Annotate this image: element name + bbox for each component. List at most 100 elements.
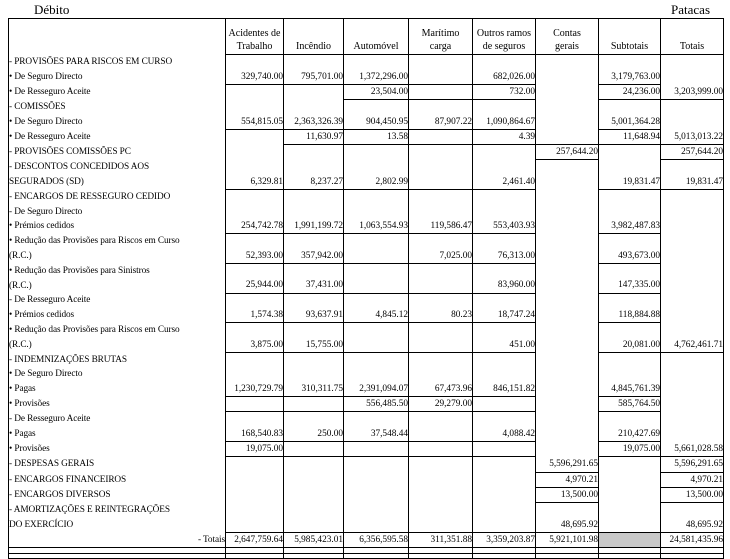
cell-c1: [225, 411, 284, 427]
cell-c3: [343, 487, 409, 503]
spacer-cell: [408, 553, 473, 559]
column-header-c8: Totais: [660, 18, 724, 55]
cell-c1: 25,944.00: [225, 278, 284, 294]
cell-c6: [535, 441, 599, 457]
cell-c3: 6,356,595.58: [343, 531, 409, 549]
cell-c2: 15,755.00: [283, 337, 344, 353]
currency-label: Patacas: [671, 2, 710, 17]
cell-c7: [598, 54, 661, 70]
cell-c1: [225, 99, 284, 115]
cell-c5: 2,461.40: [472, 174, 536, 191]
table-row: - Totais 2,647,759.64 5,985,423.01 6,356,59…: [8, 531, 724, 549]
cell-c4: 7,025.00: [408, 248, 473, 264]
row-label: • Provisões: [8, 396, 226, 412]
cell-c6: [535, 367, 599, 382]
cell-c5: 83,960.00: [472, 278, 536, 294]
row-label: • Provisões: [8, 441, 226, 457]
spacer-cell: [660, 553, 724, 559]
cell-c4: [408, 278, 473, 294]
cell-c2: [283, 472, 344, 488]
cell-c3: 23,504.00: [343, 84, 409, 101]
cell-c5: [472, 352, 536, 368]
cell-c6: [535, 293, 599, 308]
cell-c3: 13.58: [343, 129, 409, 146]
cell-c3: [343, 367, 409, 382]
cell-c2: [283, 54, 344, 70]
cell-c2: [283, 517, 344, 533]
cell-c7: 493,673.00: [598, 248, 661, 264]
cell-c4: [408, 411, 473, 427]
column-header-c5: Outros ramos de seguros: [472, 18, 536, 55]
cell-c4: [408, 204, 473, 219]
cell-c7: [598, 352, 661, 368]
cell-c4: [408, 472, 473, 488]
cell-c5: [472, 502, 536, 518]
cell-c1: [225, 352, 284, 368]
cell-c7: [598, 502, 661, 518]
cell-c6: [535, 159, 599, 175]
table-row: - De Resseguro Aceite: [8, 293, 724, 308]
cell-c6: 257,644.20: [535, 144, 599, 161]
table-row: • Pagas 1,230,729.79 310,311.75 2,391,094.0…: [8, 381, 724, 397]
cell-c8: 3,203,999.00: [660, 84, 724, 101]
row-label: - ENCARGOS DIVERSOS: [8, 487, 226, 503]
cell-c5: [472, 204, 536, 219]
cell-c4: [408, 129, 473, 146]
cell-c7: 3,179,763.00: [598, 69, 661, 85]
cell-c1: [225, 456, 284, 473]
cell-c4: [408, 487, 473, 503]
cell-c8: [660, 352, 724, 368]
cell-c3: [343, 248, 409, 264]
cell-c1: [225, 396, 284, 413]
cell-c7: 210,427.69: [598, 426, 661, 442]
cell-c3: 2,802.99: [343, 174, 409, 191]
cell-c7: [598, 204, 661, 219]
cell-c2: 2,363,326.39: [283, 114, 344, 130]
table-row: - De Resseguro Aceite: [8, 411, 724, 427]
cell-c6: [535, 381, 599, 397]
cell-c8: [660, 233, 724, 249]
cell-c4: [408, 69, 473, 85]
cell-c5: [472, 396, 536, 413]
cell-c6: [535, 114, 599, 130]
cell-c5: [472, 144, 536, 160]
table-row: - ENCARGOS DE RESSEGURO CEDIDO: [8, 189, 724, 205]
cell-c5: [472, 99, 536, 115]
cell-c8: [660, 69, 724, 85]
cell-c2: [283, 352, 344, 368]
cell-c4: [408, 84, 473, 101]
table-row: • De Seguro Directo 554,815.05 2,363,326.3…: [8, 114, 724, 130]
cell-c7: 585,764.50: [598, 396, 661, 413]
cell-c8: [660, 159, 724, 175]
cell-c2: [283, 367, 344, 382]
cell-c8: 19,831.47: [660, 174, 724, 191]
cell-c3: [343, 337, 409, 353]
row-label: • Pagas: [8, 381, 226, 397]
cell-c8: [660, 367, 724, 382]
row-label: • De Seguro Directo: [8, 367, 226, 382]
row-label: • De Resseguro Aceite: [8, 84, 226, 100]
cell-c4: 67,473.96: [408, 381, 473, 397]
cell-c4: [408, 352, 473, 368]
cell-c8: [660, 114, 724, 130]
cell-c7: 19,075.00: [598, 441, 661, 458]
cell-c1: [225, 293, 284, 308]
row-label: • Prémios cedidos: [8, 307, 226, 323]
cell-c5: [472, 159, 536, 175]
cell-c2: 11,630.97: [283, 129, 344, 146]
cell-c5: [472, 456, 536, 473]
cell-c4: [408, 517, 473, 533]
table-row: DO EXERCÍCIO 48,695.92 48,695.92: [8, 517, 724, 533]
table-row: (R.C.) 3,875.00 15,755.00 451.00 20,081.00 4,…: [8, 337, 724, 353]
cell-c1: [225, 322, 284, 338]
row-label: - PROVISÕES PARA RISCOS EM CURSO: [8, 54, 226, 70]
row-label: • Pagas: [8, 426, 226, 442]
cell-c1: [225, 472, 284, 488]
row-label: • De Resseguro Aceite: [8, 129, 226, 145]
cell-c7: [598, 472, 661, 488]
cell-c7: 11,648.94: [598, 129, 661, 146]
row-label: - DESPESAS GERAIS: [8, 456, 226, 473]
cell-c3: 2,391,094.07: [343, 381, 409, 397]
table-row: - De Seguro Directo: [8, 204, 724, 219]
cell-c7: [598, 159, 661, 175]
